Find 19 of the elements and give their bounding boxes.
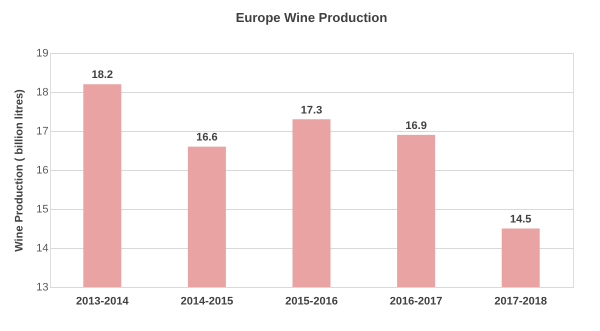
y-tick-label: 14: [36, 242, 48, 254]
data-label: 17.3: [300, 104, 322, 116]
y-tick-label: 15: [36, 204, 48, 216]
y-tick-label: 18: [36, 86, 48, 98]
y-axis-title: Wine Production ( billion litres): [13, 88, 26, 252]
x-tick-label: 2015-2016: [285, 296, 338, 308]
x-tick-label: 2013-2014: [76, 296, 130, 308]
data-label: 14.5: [510, 214, 532, 226]
y-tick-label: 19: [36, 48, 48, 60]
x-tick-label: 2017-2018: [494, 296, 548, 308]
y-tick-label: 16: [36, 164, 48, 176]
y-tick-label: 13: [36, 282, 48, 294]
y-tick-label: 17: [36, 126, 48, 138]
chart-title: Europe Wine Production: [236, 10, 388, 25]
data-label: 16.9: [405, 120, 427, 132]
data-label: 16.6: [196, 132, 218, 144]
x-tick-label: 2014-2015: [180, 296, 234, 308]
data-label: 18.2: [92, 69, 114, 82]
x-tick-label: 2016-2017: [390, 296, 442, 308]
